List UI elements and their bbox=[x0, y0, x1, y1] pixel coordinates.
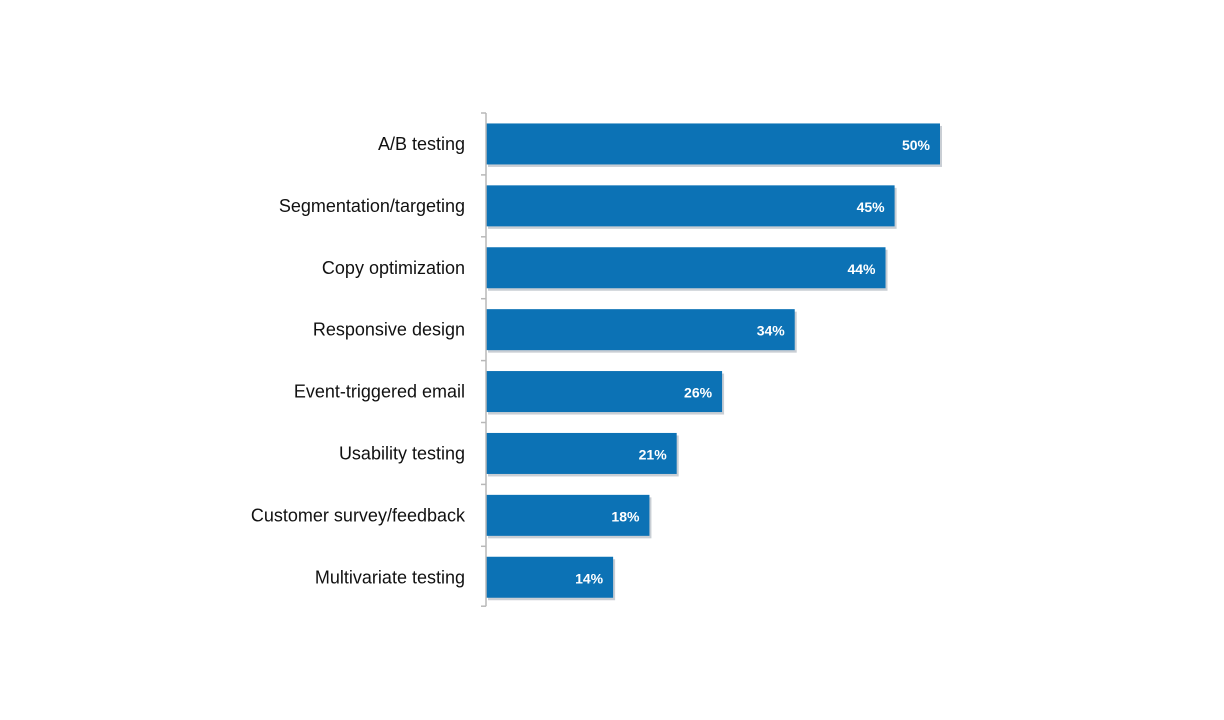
category-label: Responsive design bbox=[313, 320, 465, 340]
bars bbox=[486, 123, 940, 598]
bar-6 bbox=[486, 432, 677, 474]
value-label: 34% bbox=[757, 323, 786, 339]
category-labels: A/B testing Segmentation/targeting Copy op… bbox=[251, 134, 466, 587]
category-axis bbox=[481, 112, 487, 607]
category-label: Usability testing bbox=[339, 443, 465, 463]
value-label: 26% bbox=[684, 385, 713, 401]
category-label: Multivariate testing bbox=[315, 567, 465, 587]
category-label: A/B testing bbox=[378, 134, 465, 154]
value-label: 18% bbox=[611, 508, 640, 524]
value-label: 45% bbox=[857, 199, 886, 215]
bar-4 bbox=[486, 309, 795, 351]
category-label: Customer survey/feedback bbox=[251, 505, 466, 525]
value-label: 50% bbox=[902, 137, 931, 153]
value-label: 14% bbox=[575, 570, 604, 586]
bar-7 bbox=[486, 494, 650, 536]
value-labels: 50% 45% 44% 34% 26% 21% 18% 14% bbox=[575, 137, 930, 586]
value-label: 44% bbox=[847, 261, 876, 277]
value-label: 21% bbox=[639, 446, 668, 462]
bar-8 bbox=[486, 556, 614, 598]
bar-2 bbox=[486, 185, 895, 227]
category-label: Segmentation/targeting bbox=[279, 196, 465, 216]
bar-5 bbox=[486, 371, 723, 413]
category-label: Event-triggered email bbox=[294, 382, 465, 402]
category-label: Copy optimization bbox=[322, 258, 465, 278]
bar-1 bbox=[486, 123, 940, 165]
bar-3 bbox=[486, 247, 886, 289]
